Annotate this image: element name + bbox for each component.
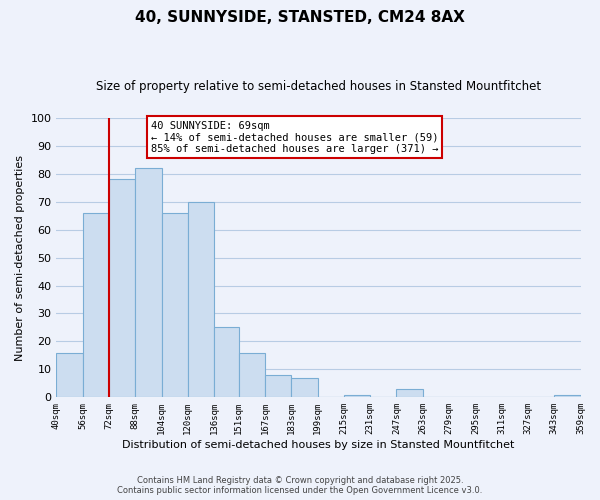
- Bar: [214, 328, 239, 398]
- Bar: [135, 168, 161, 398]
- Text: 40, SUNNYSIDE, STANSTED, CM24 8AX: 40, SUNNYSIDE, STANSTED, CM24 8AX: [135, 10, 465, 25]
- Bar: [554, 394, 581, 398]
- Title: Size of property relative to semi-detached houses in Stansted Mountfitchet: Size of property relative to semi-detach…: [96, 80, 541, 93]
- Bar: [292, 378, 317, 398]
- X-axis label: Distribution of semi-detached houses by size in Stansted Mountfitchet: Distribution of semi-detached houses by …: [122, 440, 515, 450]
- Text: 40 SUNNYSIDE: 69sqm
← 14% of semi-detached houses are smaller (59)
85% of semi-d: 40 SUNNYSIDE: 69sqm ← 14% of semi-detach…: [151, 120, 438, 154]
- Bar: [397, 389, 423, 398]
- Bar: [83, 213, 109, 398]
- Bar: [161, 213, 188, 398]
- Y-axis label: Number of semi-detached properties: Number of semi-detached properties: [15, 154, 25, 360]
- Bar: [56, 352, 83, 398]
- Bar: [109, 180, 135, 398]
- Bar: [188, 202, 214, 398]
- Text: Contains HM Land Registry data © Crown copyright and database right 2025.
Contai: Contains HM Land Registry data © Crown c…: [118, 476, 482, 495]
- Bar: [344, 394, 370, 398]
- Bar: [239, 352, 265, 398]
- Bar: [265, 375, 292, 398]
